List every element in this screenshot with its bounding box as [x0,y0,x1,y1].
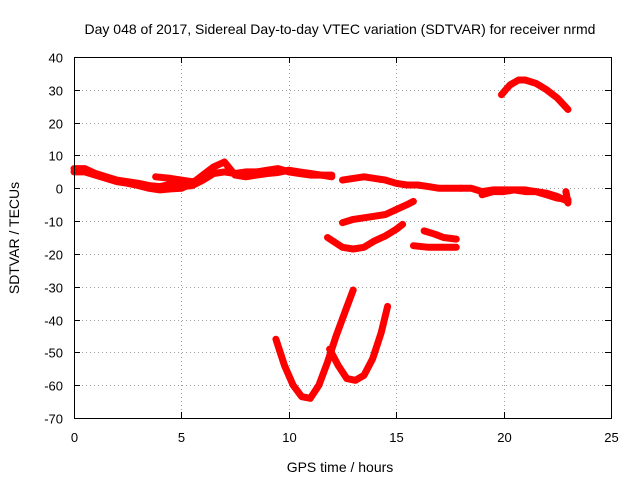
series-line-9 [324,220,407,253]
y-tick-label: 20 [49,117,63,132]
grid [74,57,611,418]
x-tick-label: 25 [604,430,618,445]
y-tick-label: -50 [44,346,63,361]
series-line-7 [562,188,572,207]
x-tick-label: 10 [282,430,296,445]
y-tick-label: -70 [44,412,63,427]
y-tick-label: -60 [44,379,63,394]
series-line-11 [409,242,460,251]
series-line-10 [420,227,460,243]
y-tick-label: -40 [44,314,63,329]
x-tick-label: 20 [497,430,511,445]
y-tick-label: 10 [49,149,63,164]
series-layer [70,76,572,402]
series-line-12 [498,76,572,113]
series-line-13 [272,286,357,402]
tick-labels: 0 5 10 15 20 25 -70 -60 -50 -40 -30 -20 -10 0 10 20 30 40 [44,51,619,446]
y-tick-label: -10 [44,215,63,230]
series-line-2 [70,158,336,194]
y-tick-label: 0 [56,182,63,197]
y-tick-label: 30 [49,84,63,99]
x-axis-label: GPS time / hours [287,459,394,475]
axis-ticks [74,57,612,419]
y-tick-label: 40 [49,51,63,66]
chart-title: Day 048 of 2017, Sidereal Day-to-day VTE… [85,21,596,37]
series-line-8 [339,197,417,227]
y-tick-label: -20 [44,248,63,263]
y-axis-label: SDTVAR / TECUs [6,182,22,294]
series-line-3 [152,173,207,186]
x-tick-label: 5 [178,430,185,445]
x-tick-label: 15 [389,430,403,445]
series-line-6 [478,186,572,205]
series-line-14 [326,302,392,384]
y-tick-label: -30 [44,281,63,296]
plot-frame [74,57,612,419]
series-line-4 [339,173,465,192]
x-tick-label: 0 [71,430,78,445]
